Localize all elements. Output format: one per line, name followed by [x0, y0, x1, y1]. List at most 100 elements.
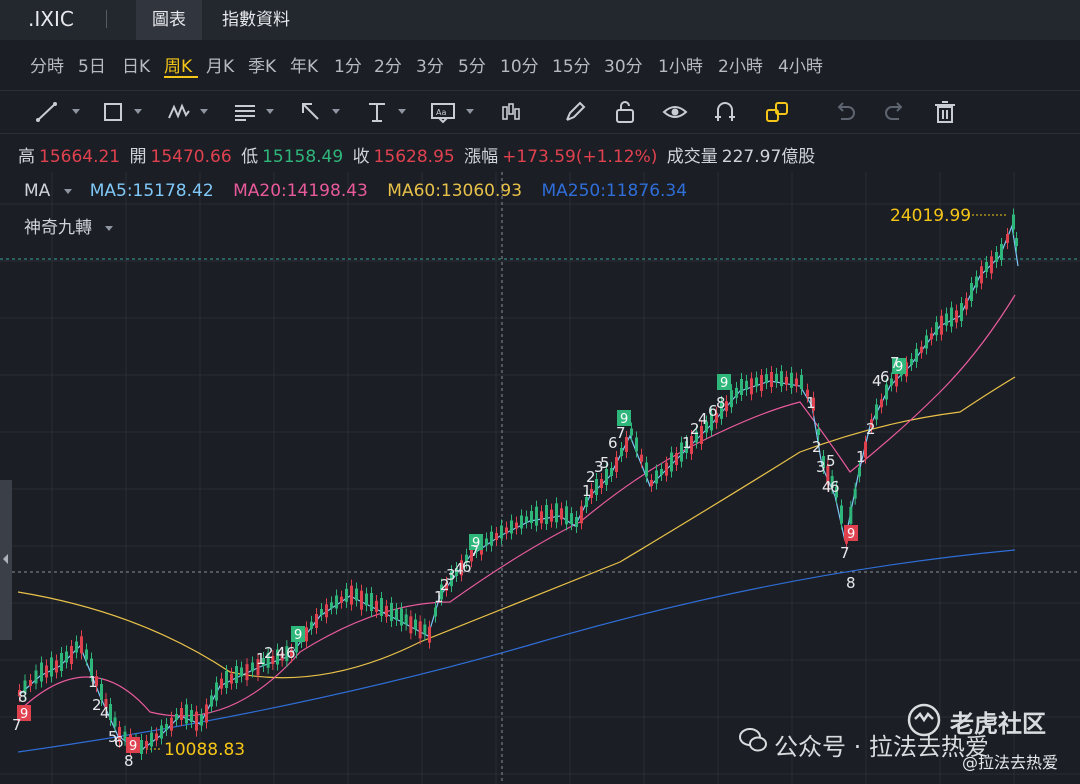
candle-body — [812, 397, 815, 411]
text-tool-caret-icon[interactable] — [398, 109, 406, 114]
candle-body — [575, 517, 578, 527]
period-2m[interactable]: 2分 — [374, 57, 402, 77]
period-1m[interactable]: 1分 — [334, 57, 362, 77]
td-count-label: 6 — [880, 368, 890, 386]
candle-body — [550, 509, 553, 522]
candle-body — [875, 404, 878, 420]
redo-icon[interactable] — [882, 99, 912, 125]
fib-tool-icon[interactable] — [232, 99, 262, 125]
magnet-icon[interactable] — [712, 99, 742, 125]
candle-body — [340, 596, 343, 603]
period-5d[interactable]: 5日 — [78, 57, 106, 77]
candle-body — [460, 560, 463, 576]
td-count-label: 2 — [812, 438, 822, 456]
candle-body — [325, 604, 328, 618]
trash-icon[interactable] — [932, 99, 962, 125]
rectangle-tool-icon[interactable] — [100, 99, 130, 125]
period-30m[interactable]: 30分 — [604, 57, 643, 77]
candle-body — [295, 638, 298, 653]
period-10m[interactable]: 10分 — [500, 57, 539, 77]
period-daily[interactable]: 日K — [122, 57, 151, 77]
nine-turn-indicator[interactable]: 神奇九轉 — [24, 213, 114, 238]
td-count-label: 6 — [462, 558, 472, 576]
candle-body — [380, 598, 383, 616]
text-tool-icon[interactable] — [364, 99, 394, 125]
rectangle-tool-caret-icon[interactable] — [134, 109, 142, 114]
candle-body — [895, 372, 898, 387]
candle-body — [775, 373, 778, 382]
candle-body — [500, 525, 503, 539]
pen-icon[interactable] — [562, 99, 592, 125]
candle-body — [330, 602, 333, 609]
candle-body — [195, 711, 198, 731]
period-yearly[interactable]: 年K — [290, 57, 319, 77]
td-count-label: 2 — [586, 468, 596, 486]
candle-body — [215, 682, 218, 701]
period-weekly[interactable]: 周K — [164, 57, 193, 77]
tab-chart[interactable]: 圖表 — [136, 0, 202, 40]
panel-collapse-handle[interactable] — [0, 480, 12, 640]
ma-caret-icon[interactable] — [64, 188, 73, 194]
link-layout-icon[interactable] — [764, 99, 794, 125]
arrow-tool-caret-icon[interactable] — [332, 109, 340, 114]
period-intraday[interactable]: 分時 — [30, 57, 64, 77]
candle-body — [485, 538, 488, 546]
candle-body — [795, 378, 798, 387]
candle-body — [1006, 234, 1009, 243]
candle-body — [445, 582, 448, 591]
td-nine-text: 9 — [620, 412, 628, 427]
period-15m[interactable]: 15分 — [552, 57, 591, 77]
pattern-tool-caret-icon[interactable] — [200, 109, 208, 114]
nine-turn-caret-icon[interactable] — [105, 225, 114, 231]
label-tool-caret-icon[interactable] — [466, 109, 474, 114]
candle-body — [930, 333, 933, 340]
candle-body — [245, 664, 249, 681]
lock-icon[interactable] — [612, 99, 642, 125]
candle-body — [755, 377, 758, 387]
candle-tool-icon[interactable] — [498, 99, 528, 125]
candle-body — [935, 322, 938, 336]
candle-body — [585, 497, 588, 507]
candle-body — [123, 731, 127, 740]
candle-body — [65, 651, 68, 663]
candle-body — [155, 733, 158, 741]
candle-body — [256, 659, 260, 676]
candle-body — [80, 636, 83, 654]
candle-body — [720, 401, 723, 419]
arrow-tool-icon[interactable] — [298, 99, 328, 125]
pattern-tool-icon[interactable] — [166, 99, 196, 125]
candle-body — [165, 724, 168, 730]
td-count-label: 4 — [100, 704, 110, 722]
candle-body — [826, 465, 830, 485]
td-count-label: 8 — [124, 752, 134, 770]
td-nine-text: 9 — [20, 707, 28, 722]
line-tool-icon[interactable] — [34, 99, 64, 125]
period-4h[interactable]: 4小時 — [778, 57, 823, 77]
period-2h[interactable]: 2小時 — [718, 57, 763, 77]
high-value: 15664.21 — [39, 147, 121, 167]
candle-body — [180, 708, 183, 720]
td-count-label: 2 — [92, 696, 102, 714]
candle-body — [290, 649, 293, 657]
candle-body — [690, 436, 693, 454]
label-tool-icon[interactable]: Aa — [430, 99, 460, 125]
fib-tool-caret-icon[interactable] — [266, 109, 274, 114]
eye-icon[interactable] — [662, 99, 692, 125]
period-5m[interactable]: 5分 — [458, 57, 486, 77]
candle-body — [975, 276, 978, 288]
period-1h[interactable]: 1小時 — [658, 57, 703, 77]
td-count-label: 8 — [716, 394, 726, 412]
candle-body — [525, 516, 528, 523]
period-monthly[interactable]: 月K — [206, 57, 235, 77]
candle-body — [740, 379, 743, 395]
period-3m[interactable]: 3分 — [416, 57, 444, 77]
line-tool-caret-icon[interactable] — [72, 109, 80, 114]
undo-icon[interactable] — [832, 99, 862, 125]
candle-body — [404, 614, 408, 625]
td-nine-badge — [717, 374, 731, 390]
tab-index-data[interactable]: 指數資料 — [222, 10, 290, 30]
period-quarterly[interactable]: 季K — [248, 57, 277, 77]
period-selector: 分時 5日 日K 周K 月K 季K 年K 1分 2分 3分 5分 10分 15分… — [0, 44, 1080, 84]
ma-legend[interactable]: MA MA5:15178.42 MA20:14198.43 MA60:13060… — [24, 181, 701, 201]
